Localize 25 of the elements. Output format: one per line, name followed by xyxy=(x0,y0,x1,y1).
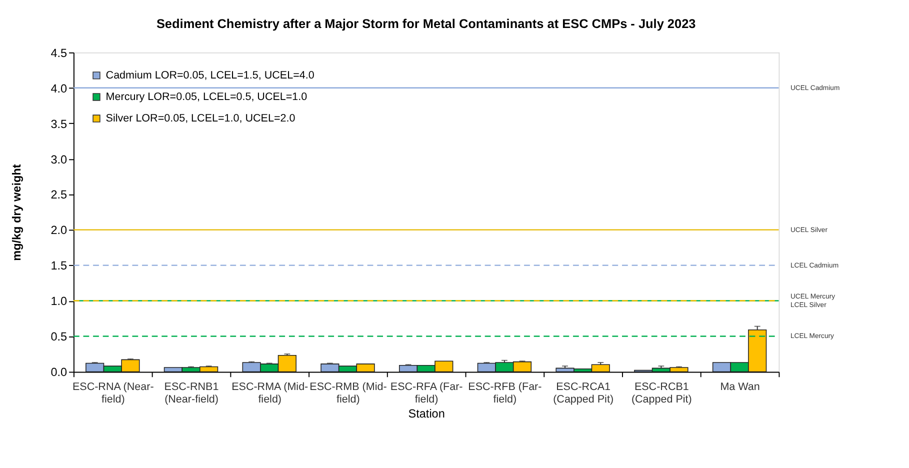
y-tick-label: 2.5 xyxy=(50,188,68,202)
y-tick-label: 4.5 xyxy=(50,46,68,60)
x-tick-label: ESC-RCB1 (Capped Pit) xyxy=(631,380,692,406)
legend-label: Mercury LOR=0.05, LCEL=0.5, UCEL=1.0 xyxy=(106,90,308,103)
chart-title: Sediment Chemistry after a Major Storm for Metal Contaminants at ESC CMPs - July 2023 xyxy=(156,16,696,31)
x-tick-label: ESC-RNA (Near- field) xyxy=(72,380,154,406)
x-tick-label: ESC-RFA (Far- field) xyxy=(390,380,464,406)
x-tick-label: ESC-RFB (Far- field) xyxy=(468,380,542,406)
y-tick-label: 2.0 xyxy=(50,224,68,238)
x-tick-label: ESC-RMB (Mid- field) xyxy=(310,380,388,406)
y-tick-label: 0.0 xyxy=(50,366,68,380)
y-tick-label: 4.0 xyxy=(50,82,68,96)
y-tick-label: 3.0 xyxy=(50,153,68,166)
x-tick-label: ESC-RCA1 (Capped Pit) xyxy=(553,380,614,406)
legend-label: Silver LOR=0.05, LCEL=1.0, UCEL=2.0 xyxy=(106,112,296,124)
y-tick-label: 1.0 xyxy=(50,295,68,308)
x-tick-label: ESC-RNB1 (Near-field) xyxy=(164,380,219,406)
y-tick-label: 3.5 xyxy=(50,118,68,131)
x-tick-label: Ma Wan xyxy=(720,380,760,393)
legend-label: Cadmium LOR=0.05, LCEL=1.5, UCEL=4.0 xyxy=(106,69,314,82)
x-axis-title: Station xyxy=(408,407,445,420)
x-tick-label: ESC-RMA (Mid- field) xyxy=(232,380,309,406)
y-tick-label: 0.5 xyxy=(50,330,68,344)
y-tick-label: 1.5 xyxy=(50,260,68,273)
y-axis-title: mg/kg dry weight xyxy=(10,164,24,261)
